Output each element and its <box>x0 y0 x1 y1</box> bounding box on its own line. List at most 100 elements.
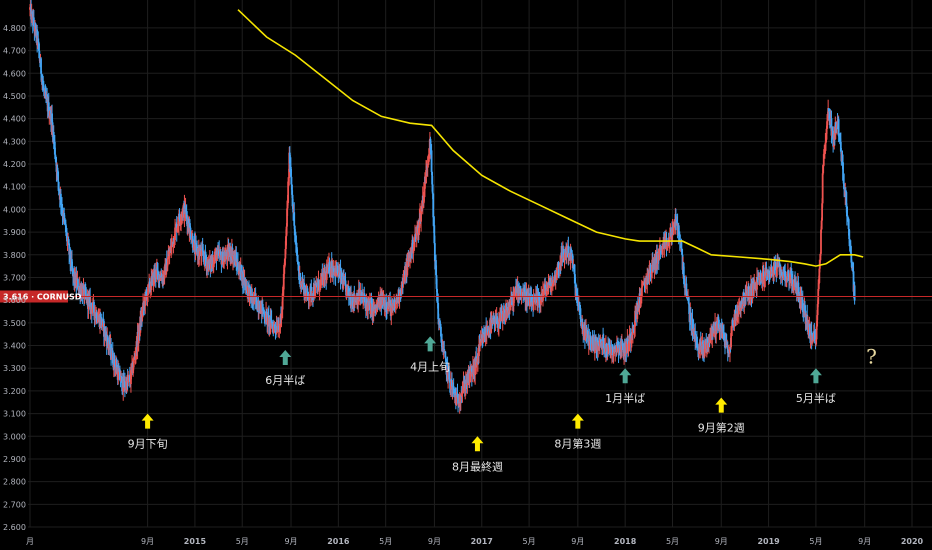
candle-body <box>406 261 409 276</box>
candle-body <box>439 323 442 327</box>
candle-body <box>720 327 723 331</box>
candle-body <box>558 268 561 270</box>
candle-body <box>194 243 197 255</box>
candle-body <box>611 347 613 354</box>
candle-body <box>362 298 365 300</box>
candle-body <box>476 353 479 362</box>
candle-body <box>147 284 149 296</box>
y-tick-label: 2.700 <box>3 500 26 509</box>
arrow-up-icon <box>471 436 484 452</box>
candle-body <box>532 298 535 311</box>
candle-body <box>200 250 203 256</box>
candle-body <box>744 294 747 304</box>
candle-body <box>128 375 131 382</box>
candle-body <box>167 254 170 259</box>
candle-body <box>844 190 847 193</box>
candle-body <box>444 351 447 358</box>
candle-body <box>833 133 836 147</box>
candle-body <box>290 176 293 185</box>
candle-body <box>96 320 99 323</box>
candle-body <box>762 271 765 284</box>
candle-body <box>293 212 296 226</box>
candle-body <box>747 286 750 298</box>
candle-body <box>831 128 834 131</box>
candle-body <box>846 206 848 217</box>
y-tick-label: 3.700 <box>3 273 26 282</box>
candle-body <box>650 272 653 274</box>
candle-body <box>646 276 649 284</box>
candle-body <box>445 357 447 362</box>
candle-body <box>492 317 495 320</box>
candle-body <box>418 218 421 228</box>
candle-body <box>845 192 848 207</box>
candle-body <box>441 342 443 351</box>
candle-body <box>725 340 728 346</box>
arrow-up-icon <box>619 368 632 384</box>
candle-body <box>297 261 299 265</box>
candle-body <box>221 260 223 265</box>
candle-body <box>63 217 66 223</box>
candle-body <box>51 113 53 123</box>
candle-body <box>38 50 41 59</box>
yellow-arrow-annotation: 8月第3週 <box>554 413 601 451</box>
candle-body <box>95 312 98 322</box>
candle-body <box>117 369 120 380</box>
candle-body <box>763 279 766 284</box>
candle-body <box>447 369 450 379</box>
candle-body <box>815 326 818 340</box>
candle-body <box>539 300 542 304</box>
candle-body <box>727 351 730 353</box>
candle-body <box>44 90 47 93</box>
candle-body <box>374 304 377 310</box>
candle-body <box>263 313 266 319</box>
candle-body <box>456 393 459 398</box>
candle-body <box>769 267 772 278</box>
x-tick-label: 5月 <box>809 537 822 546</box>
candle-body <box>350 295 352 305</box>
candle-body <box>329 274 331 276</box>
candle-body <box>816 304 819 316</box>
candle-body <box>240 265 243 280</box>
candle-body <box>716 316 719 324</box>
candle-body <box>556 269 559 273</box>
candle-body <box>821 203 823 221</box>
candle-body <box>435 275 438 289</box>
candle-body <box>687 297 690 304</box>
candle-body <box>237 262 239 270</box>
candle-body <box>636 303 639 307</box>
candle-body <box>759 276 762 278</box>
candle-body <box>114 366 117 370</box>
candle-body <box>594 336 597 351</box>
candle-body <box>328 262 331 275</box>
candle-body <box>311 294 314 298</box>
candle-body <box>351 299 354 306</box>
candle-body <box>358 297 361 300</box>
candle-body <box>726 345 729 354</box>
candle-body <box>431 184 434 194</box>
candle-body <box>752 281 755 284</box>
candle-body <box>625 343 628 353</box>
candle-body <box>385 309 388 311</box>
candle-body <box>656 251 659 264</box>
candle-body <box>825 139 827 143</box>
candle-body <box>696 343 699 347</box>
candle-body <box>542 290 545 292</box>
candle-body <box>543 290 545 292</box>
candle-body <box>388 300 391 306</box>
candle-body <box>191 236 194 248</box>
candle-body <box>574 274 576 283</box>
candle-body <box>305 293 308 299</box>
candle-body <box>398 298 401 301</box>
candle-body <box>832 146 835 148</box>
candle-body <box>750 283 753 298</box>
candle-body <box>87 297 90 309</box>
candle-body <box>598 339 601 345</box>
candle-body <box>450 380 453 382</box>
candle-body <box>277 325 280 332</box>
candle-body <box>749 285 752 300</box>
candle-body <box>530 296 533 307</box>
y-axis: 4.800 4.700 4.600 4.500 4.400 4.300 4.200 4.100… <box>3 24 26 532</box>
candle-body <box>205 259 207 262</box>
candle-body <box>574 282 577 296</box>
